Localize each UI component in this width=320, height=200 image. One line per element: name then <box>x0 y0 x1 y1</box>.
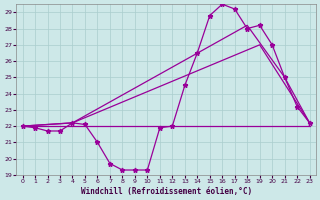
X-axis label: Windchill (Refroidissement éolien,°C): Windchill (Refroidissement éolien,°C) <box>81 187 252 196</box>
